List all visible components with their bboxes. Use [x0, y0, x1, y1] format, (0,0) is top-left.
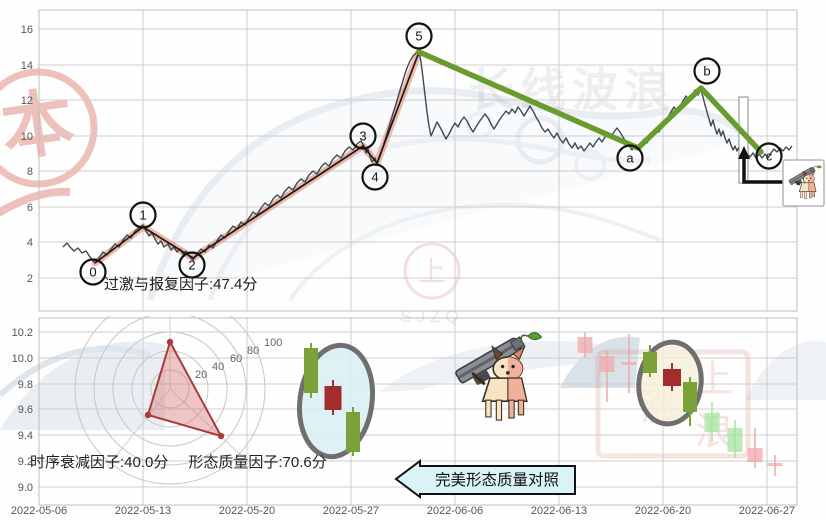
- candle-body: [727, 428, 743, 452]
- candle-body: [324, 386, 342, 410]
- bottom-panel-border: [38, 317, 798, 506]
- x-tick-label: 2022-06-20: [635, 505, 691, 517]
- radar-polygon: [146, 339, 224, 438]
- y-tick-label: 8: [27, 166, 33, 178]
- perfect-pattern-callout: 完美形态质量对照: [394, 459, 576, 499]
- radar-ring-label: 80: [247, 345, 259, 357]
- y-tick-label: 9.8: [18, 379, 33, 391]
- y-tick-label: 9.4: [18, 430, 33, 442]
- wave-label-text: 4: [371, 170, 378, 185]
- y-tick-label: 4: [27, 237, 33, 249]
- radar-spoke: [106, 388, 171, 468]
- candle-body: [346, 412, 360, 452]
- y-tick-label: 10: [21, 131, 33, 143]
- wave-label-circle: [178, 251, 206, 279]
- wave-label-circle: [129, 201, 157, 229]
- pattern-quality-factor-text: 形态质量因子:70.6分: [188, 454, 327, 471]
- y-tick-label: 9.2: [18, 456, 33, 468]
- wave-label-circle: [693, 57, 721, 85]
- radar-ring-label: 40: [212, 361, 224, 373]
- x-tick-label: 2022-05-13: [115, 505, 171, 517]
- bottom-factors-text: 时序衰减因子:40.0分 形态质量因子:70.6分: [30, 451, 347, 472]
- radar-ring-label: 60: [230, 353, 242, 365]
- y-tick-label: 2: [27, 273, 33, 285]
- wave-label-circle: [616, 144, 644, 172]
- wave-label-circle: [349, 122, 377, 150]
- radar-ring: [112, 331, 228, 447]
- impulse-black-line: [94, 51, 420, 264]
- perfect-pattern-callout-text: 完美形态质量对照: [435, 471, 559, 489]
- candle-body: [747, 448, 763, 462]
- x-tick-label: 2022-06-13: [531, 505, 587, 517]
- wave-label-text: 2: [188, 258, 195, 273]
- wave-label-circle: [405, 22, 433, 50]
- candle-body: [683, 382, 697, 412]
- candle-body: [643, 352, 657, 373]
- y-tick-label: 9.0: [18, 482, 33, 494]
- radar-vertex-dot: [217, 432, 225, 440]
- y-tick-label: 6: [27, 202, 33, 214]
- abc-green-line: [416, 49, 764, 155]
- red-seal-watermark: 本: [0, 68, 98, 217]
- x-tick-label: 2022-05-27: [323, 505, 379, 517]
- wave-label-text: a: [626, 151, 634, 166]
- radar-vertex-dot: [144, 411, 152, 419]
- candle-body: [704, 413, 720, 432]
- overreaction-factor-text: 过激与报复因子:47.4分: [104, 276, 258, 293]
- candle-body: [577, 337, 593, 353]
- x-tick-label: 2022-05-06: [11, 505, 67, 517]
- radar-spoke: [169, 388, 244, 458]
- y-tick-label: 14: [21, 60, 33, 72]
- radar-ring-label: 20: [195, 369, 207, 381]
- pointer-arrow: [738, 146, 786, 184]
- red-stamp-watermark-mid: 上 SJZQ: [400, 242, 463, 326]
- svg-text:上: 上: [418, 256, 446, 287]
- x-tick-label: 2022-05-20: [219, 505, 275, 517]
- wave-label-text: 3: [359, 129, 366, 144]
- wave-label-circle: [361, 163, 389, 191]
- wave-label-text: c: [766, 149, 773, 164]
- wave-label-circle: [755, 142, 783, 170]
- x-tick-label: 2022-06-06: [427, 505, 483, 517]
- y-tick-label: 16: [21, 24, 33, 36]
- candle-body: [599, 356, 615, 372]
- y-tick-label: 10.2: [12, 327, 33, 339]
- wave-label-text: 1: [139, 208, 146, 223]
- radar-vertex-dot: [166, 338, 174, 346]
- y-tick-label: 12: [21, 95, 33, 107]
- wave-label-text: 0: [89, 265, 96, 280]
- wave-label-text: 5: [415, 29, 422, 44]
- radar-ring: [150, 369, 190, 409]
- candle-body: [304, 348, 318, 393]
- wave-label-text: b: [703, 64, 710, 79]
- x-tick-label: 2022-06-27: [739, 505, 795, 517]
- candle-body: [621, 362, 637, 365]
- radar-ring: [93, 316, 247, 466]
- wave-art-watermark: [146, 87, 753, 302]
- radar-ring-label: 100: [264, 337, 282, 349]
- dog-sticker-box: [782, 159, 825, 207]
- candle-body: [767, 463, 783, 466]
- candle-body: [663, 369, 681, 386]
- y-tick-label: 10.0: [12, 353, 33, 365]
- radar-ring: [74, 316, 266, 485]
- radar-ring: [131, 350, 209, 428]
- time-decay-factor-text: 时序衰减因子:40.0分: [30, 454, 169, 471]
- svg-text:SJZQ: SJZQ: [400, 307, 463, 326]
- y-tick-label: 9.6: [18, 404, 33, 416]
- wave-label-circle: [79, 258, 107, 286]
